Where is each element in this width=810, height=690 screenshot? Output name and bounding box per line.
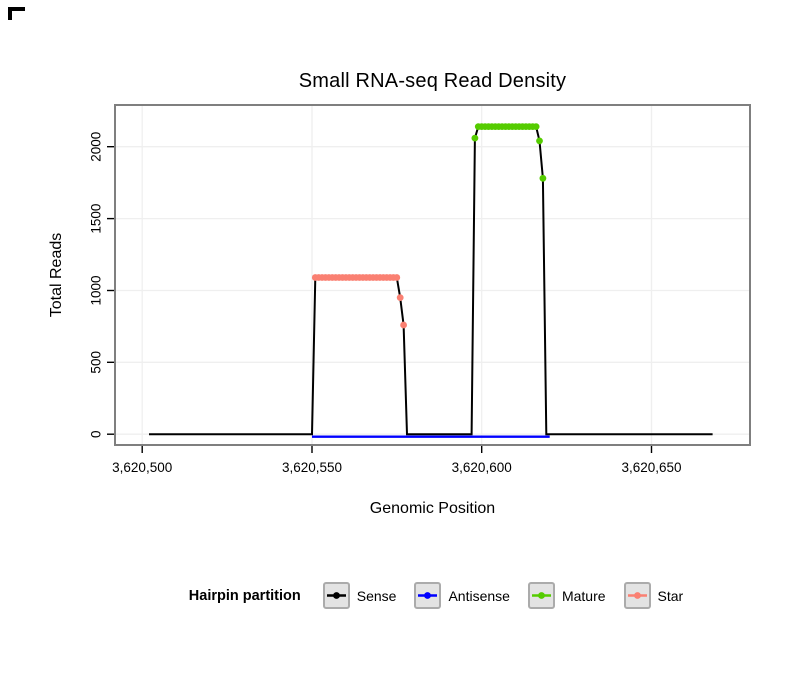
corner-artifact-mark bbox=[8, 7, 25, 20]
legend-key-glyph bbox=[326, 592, 346, 599]
panel-border bbox=[114, 104, 751, 446]
legend-item: Mature bbox=[527, 582, 606, 609]
series-star-point bbox=[396, 294, 404, 301]
x-tick-label: 3,620,650 bbox=[621, 460, 681, 475]
y-tick-label: 500 bbox=[89, 351, 104, 374]
x-tick-label: 3,620,600 bbox=[452, 460, 512, 475]
legend-key-box bbox=[527, 582, 555, 609]
legend-key-glyph bbox=[627, 592, 647, 599]
legend-key-glyph bbox=[418, 592, 438, 599]
legend-item-label: Star bbox=[657, 587, 684, 604]
series-mature-point bbox=[471, 134, 479, 142]
y-tick-label: 1500 bbox=[89, 204, 104, 234]
legend-key-box bbox=[322, 582, 350, 609]
legend-item-label: Mature bbox=[561, 587, 606, 604]
series-mature-point bbox=[536, 137, 543, 145]
y-tick-label: 0 bbox=[89, 430, 104, 438]
legend-items: Sense Antisense Mature bbox=[322, 582, 684, 609]
legend-key-box bbox=[414, 582, 442, 609]
series-sense-line bbox=[149, 125, 713, 436]
series-mature-point bbox=[532, 123, 540, 130]
legend-item: Antisense bbox=[414, 582, 510, 609]
y-axis-label: Total Reads bbox=[48, 232, 65, 318]
legend: Hairpin partition Sense Antisense bbox=[0, 582, 810, 609]
y-tick-label: 2000 bbox=[89, 132, 104, 162]
series-star-point bbox=[393, 274, 401, 281]
x-axis-label: Genomic Position bbox=[369, 500, 496, 517]
legend-item: Sense bbox=[322, 582, 397, 609]
legend-key-box bbox=[623, 582, 651, 609]
x-tick-label: 3,620,500 bbox=[112, 460, 172, 475]
series-star-point bbox=[400, 321, 407, 329]
legend-item: Star bbox=[623, 582, 684, 609]
x-tick-label: 3,620,550 bbox=[282, 460, 342, 475]
chart-title: Small RNA-seq Read Density bbox=[298, 70, 567, 92]
legend-title: Hairpin partition bbox=[188, 587, 301, 604]
y-tick-label: 1000 bbox=[89, 275, 104, 305]
legend-key-glyph bbox=[531, 592, 551, 599]
legend-item-label: Antisense bbox=[448, 587, 510, 604]
legend-item-label: Sense bbox=[356, 587, 397, 604]
series-mature-point bbox=[539, 174, 547, 182]
